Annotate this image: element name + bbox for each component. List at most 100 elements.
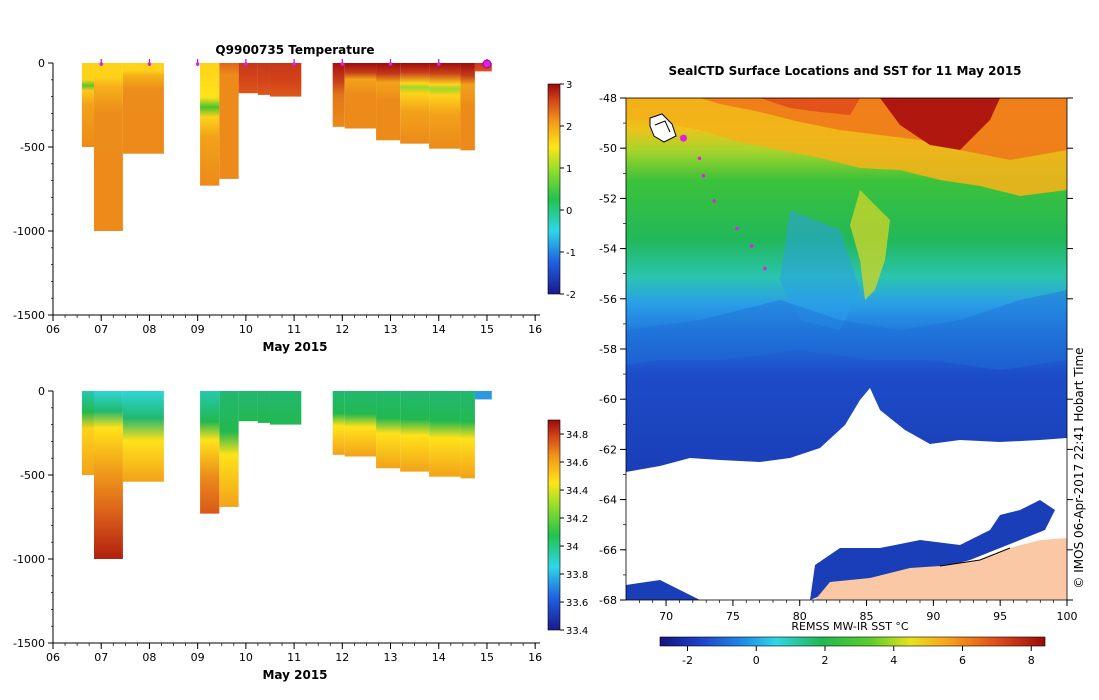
profile-marker-dot xyxy=(195,62,200,66)
profile-column xyxy=(400,63,430,144)
lat-tick-label: -62 xyxy=(599,443,617,456)
salinity-xlabel: May 2015 xyxy=(262,668,327,682)
sst-colorbar-ticks: -2 0 2 4 6 8 xyxy=(682,646,1035,667)
profile-column xyxy=(122,391,164,482)
colorbar-tick-label: 3 xyxy=(566,80,572,91)
lat-tick-label: -54 xyxy=(599,243,617,256)
y-tick-label: -1500 xyxy=(13,637,45,650)
x-tick-label: 08 xyxy=(142,651,156,664)
lat-tick-label: -50 xyxy=(599,142,617,155)
profile-marker-dot xyxy=(99,62,104,66)
profile-column xyxy=(376,391,401,469)
profile-column xyxy=(200,63,220,186)
lat-tick-label: -60 xyxy=(599,393,617,406)
temperature-title: Q9900735 Temperature xyxy=(215,43,374,57)
colorbar-tick-label: 33.4 xyxy=(566,626,588,637)
map-title: SealCTD Surface Locations and SST for 11… xyxy=(668,64,1021,78)
profile-column xyxy=(269,63,302,97)
x-tick-label: 11 xyxy=(287,323,301,336)
x-tick-label: 15 xyxy=(480,651,494,664)
sst-colorbar-tick-label: 2 xyxy=(822,654,829,667)
track-point xyxy=(701,174,706,178)
temperature-colorbar-ticks: -2 -1 0 1 2 3 xyxy=(560,80,576,301)
colorbar-tick-label: -2 xyxy=(566,290,576,301)
lat-tick-label: -58 xyxy=(599,343,617,356)
profile-column xyxy=(257,391,270,423)
sst-colorbar-tick-label: 0 xyxy=(753,654,760,667)
profile-column xyxy=(376,63,401,141)
profile-column xyxy=(238,63,258,94)
lon-tick-label: 75 xyxy=(726,610,740,623)
lat-tick-label: -66 xyxy=(599,544,617,557)
lat-tick-label: -52 xyxy=(599,192,617,205)
track-point xyxy=(749,244,754,248)
track-point xyxy=(697,156,702,161)
profile-column xyxy=(332,63,345,127)
salinity-colorbar xyxy=(547,419,561,631)
y-tick-label: -1000 xyxy=(13,553,45,566)
profile-column xyxy=(81,63,94,147)
lat-tick-label: -48 xyxy=(599,92,617,105)
salinity-colorbar-ticks: 33.4 33.6 33.8 34 34.2 34.4 34.6 34.8 xyxy=(560,430,588,637)
profile-column xyxy=(219,391,239,507)
profile-column xyxy=(474,391,492,400)
colorbar-tick-label: -1 xyxy=(566,248,576,259)
credit-text: © IMOS 06-Apr-2017 22:41 Hobart Time xyxy=(1072,347,1086,588)
colorbar-tick-label: 1 xyxy=(566,164,572,175)
lat-tick-label: -56 xyxy=(599,293,617,306)
profile-marker-dot xyxy=(292,62,296,66)
profile-marker-dot xyxy=(436,62,441,66)
x-tick-label: 11 xyxy=(287,651,301,664)
profile-column xyxy=(400,391,430,472)
lat-tick-label: -68 xyxy=(599,594,617,607)
x-tick-label: 07 xyxy=(94,651,108,664)
lat-tick-label: -64 xyxy=(599,494,617,507)
track-point xyxy=(735,226,739,231)
salinity-profiles xyxy=(81,391,492,559)
x-tick-label: 09 xyxy=(191,323,205,336)
profile-column xyxy=(344,63,377,129)
sst-colorbar-tick-label: -2 xyxy=(682,654,693,667)
seal-track xyxy=(679,134,767,271)
x-tick-label: 06 xyxy=(46,651,60,664)
temperature-xlabel: May 2015 xyxy=(262,340,327,354)
sst-colorbar-label: REMSS MW-IR SST °C xyxy=(791,620,909,633)
temperature-profile-markers xyxy=(99,59,492,69)
colorbar-tick-label: 34.4 xyxy=(566,486,588,497)
colorbar-tick-label: 34 xyxy=(566,542,579,553)
x-tick-label: 08 xyxy=(142,323,156,336)
current-position-marker xyxy=(679,134,687,142)
profile-column xyxy=(219,63,239,179)
x-tick-label: 16 xyxy=(528,323,542,336)
profile-column xyxy=(429,391,461,477)
sst-colorbar xyxy=(659,636,1046,647)
x-tick-label: 14 xyxy=(432,651,446,664)
profile-column xyxy=(269,391,302,425)
sst-colorbar-tick-label: 8 xyxy=(1028,654,1035,667)
x-tick-label: 16 xyxy=(528,651,542,664)
y-tick-label: 0 xyxy=(38,385,45,398)
colorbar-tick-label: 0 xyxy=(566,206,572,217)
lon-tick-label: 100 xyxy=(1057,610,1078,623)
sst-colorbar-tick-label: 4 xyxy=(890,654,897,667)
x-tick-label: 12 xyxy=(335,323,349,336)
profile-column xyxy=(93,63,123,231)
x-tick-label: 13 xyxy=(384,651,398,664)
lon-tick-label: 80 xyxy=(793,610,807,623)
sst-map-panel: SealCTD Surface Locations and SST for 11… xyxy=(599,64,1086,667)
y-tick-label: -1000 xyxy=(13,225,45,238)
profile-marker-dot xyxy=(482,59,492,69)
temperature-colorbar xyxy=(547,83,561,295)
profile-column xyxy=(332,391,345,455)
profile-column xyxy=(81,391,94,475)
sst-field xyxy=(626,98,1067,600)
colorbar-tick-label: 2 xyxy=(566,122,572,133)
profile-marker-dot xyxy=(147,62,152,66)
y-tick-label: -1500 xyxy=(13,309,45,322)
profile-column xyxy=(429,63,461,149)
temperature-profiles xyxy=(81,63,492,231)
profile-column xyxy=(93,391,123,559)
lon-tick-label: 85 xyxy=(860,610,874,623)
